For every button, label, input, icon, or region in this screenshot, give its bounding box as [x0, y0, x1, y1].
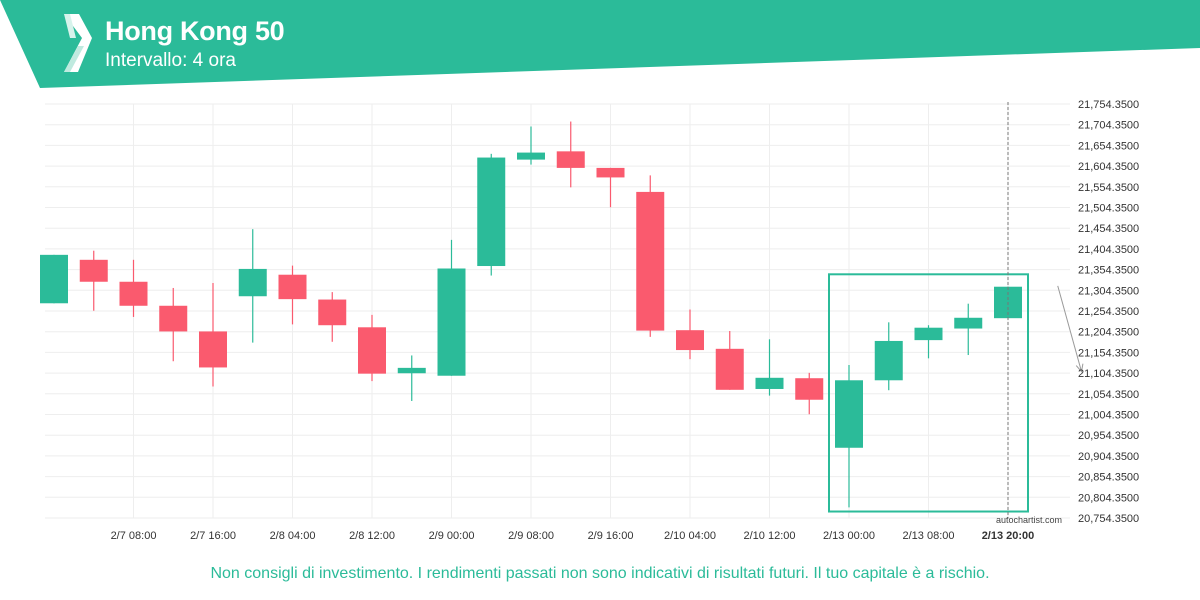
y-tick-label: 21,654.3500 [1078, 140, 1139, 152]
y-tick-label: 20,804.3500 [1078, 492, 1139, 504]
x-tick-label: 2/13 00:00 [823, 530, 875, 542]
candle-body [755, 377, 784, 389]
y-tick-label: 21,154.3500 [1078, 347, 1139, 359]
x-tick-label: 2/13 20:00 [982, 530, 1035, 542]
candle-body [954, 317, 983, 329]
x-tick-label: 2/9 16:00 [588, 530, 634, 542]
candle-down [159, 287, 188, 362]
candle-down [318, 292, 347, 342]
candle-down [715, 331, 744, 390]
y-tick-label: 20,754.3500 [1078, 513, 1139, 525]
candle-up [835, 364, 863, 508]
candle-body [477, 157, 506, 267]
candle-down [676, 309, 704, 360]
x-tick-label: 2/13 08:00 [903, 530, 955, 542]
candle-body [715, 348, 744, 390]
candle-body [238, 268, 267, 297]
forecast-arrow-icon [1057, 285, 1084, 373]
x-tick-label: 2/9 08:00 [508, 530, 554, 542]
x-axis: 2/7 08:00 2/7 16:00 2/8 04:00 2/8 12:00 2/9 … [111, 530, 1035, 542]
candles [40, 121, 1022, 508]
candle-body [795, 378, 824, 400]
y-tick-label: 21,054.3500 [1078, 389, 1139, 401]
candlestick-chart: 21,754.3500 21,704.3500 21,654.3500 21,604.… [40, 99, 1139, 542]
autochartist-logo-icon [64, 14, 92, 72]
candle-up [397, 355, 426, 401]
y-tick-label: 21,604.3500 [1078, 161, 1139, 173]
candle-up [477, 153, 506, 276]
y-tick-label: 21,354.3500 [1078, 265, 1139, 277]
candle-up [755, 339, 784, 396]
x-tick-label: 2/10 12:00 [744, 530, 796, 542]
candle-body [517, 152, 545, 160]
candle-up [40, 254, 68, 304]
candle-body [318, 299, 347, 326]
candle-body [874, 340, 903, 381]
candle-body [397, 367, 426, 374]
candle-body [835, 380, 863, 448]
candle-up [517, 126, 545, 165]
instrument-title: Hong Kong 50 [105, 16, 285, 46]
y-tick-label: 21,004.3500 [1078, 410, 1139, 422]
watermark: autochartist.com [996, 515, 1062, 525]
candle-down [119, 259, 148, 317]
candle-down [79, 250, 108, 311]
candle-up [954, 303, 983, 356]
candle-down [556, 121, 585, 188]
candle-body [159, 305, 188, 332]
banner-shape [0, 0, 1200, 88]
candle-body [119, 281, 148, 306]
candle-down [358, 314, 386, 382]
candle-body [79, 259, 108, 282]
candle-up [874, 322, 903, 391]
interval-subtitle: Intervallo: 4 ora [105, 50, 236, 71]
candle-body [358, 327, 386, 374]
candle-body [676, 330, 704, 351]
y-tick-label: 21,254.3500 [1078, 306, 1139, 318]
banner-background [0, 0, 1200, 88]
pattern-box [828, 273, 1029, 513]
y-axis: 21,754.3500 21,704.3500 21,654.3500 21,604.… [1078, 99, 1139, 525]
candle-body [278, 274, 307, 300]
x-tick-label: 2/10 04:00 [664, 530, 716, 542]
x-tick-label: 2/8 04:00 [270, 530, 316, 542]
candle-body [556, 151, 585, 168]
y-tick-label: 21,304.3500 [1078, 285, 1139, 297]
candle-down [795, 372, 824, 415]
y-tick-label: 21,204.3500 [1078, 327, 1139, 339]
candle-up [437, 239, 466, 376]
candle-body [636, 191, 665, 331]
candle-down [199, 282, 227, 387]
y-tick-label: 21,104.3500 [1078, 368, 1139, 380]
forecast-arrow-line [1057, 285, 1082, 372]
candle-up [914, 325, 943, 359]
candle-up [238, 229, 267, 343]
y-tick-label: 21,754.3500 [1078, 99, 1139, 111]
y-tick-label: 21,554.3500 [1078, 182, 1139, 194]
candle-body [199, 331, 227, 368]
y-tick-label: 20,954.3500 [1078, 430, 1139, 442]
y-tick-label: 20,904.3500 [1078, 451, 1139, 463]
x-tick-label: 2/9 00:00 [429, 530, 475, 542]
y-tick-label: 21,454.3500 [1078, 223, 1139, 235]
header-banner: Hong Kong 50 Intervallo: 4 ora [0, 0, 1200, 90]
x-tick-label: 2/7 16:00 [190, 530, 236, 542]
candle-body [914, 327, 943, 341]
x-tick-label: 2/7 08:00 [111, 530, 157, 542]
x-tick-label: 2/8 12:00 [349, 530, 395, 542]
pattern-overlay [828, 102, 1084, 518]
y-tick-label: 21,404.3500 [1078, 244, 1139, 256]
candle-down [636, 175, 665, 337]
candle-body [40, 254, 68, 304]
candle-down [278, 265, 307, 325]
candle-body [437, 268, 466, 376]
candle-body [596, 167, 625, 178]
y-tick-label: 21,704.3500 [1078, 120, 1139, 132]
y-tick-label: 20,854.3500 [1078, 472, 1139, 484]
y-tick-label: 21,504.3500 [1078, 203, 1139, 215]
forecast-arrow-head [1075, 363, 1084, 373]
disclaimer: Non consigli di investimento. I rendimen… [210, 565, 990, 582]
candle-down [596, 167, 625, 208]
